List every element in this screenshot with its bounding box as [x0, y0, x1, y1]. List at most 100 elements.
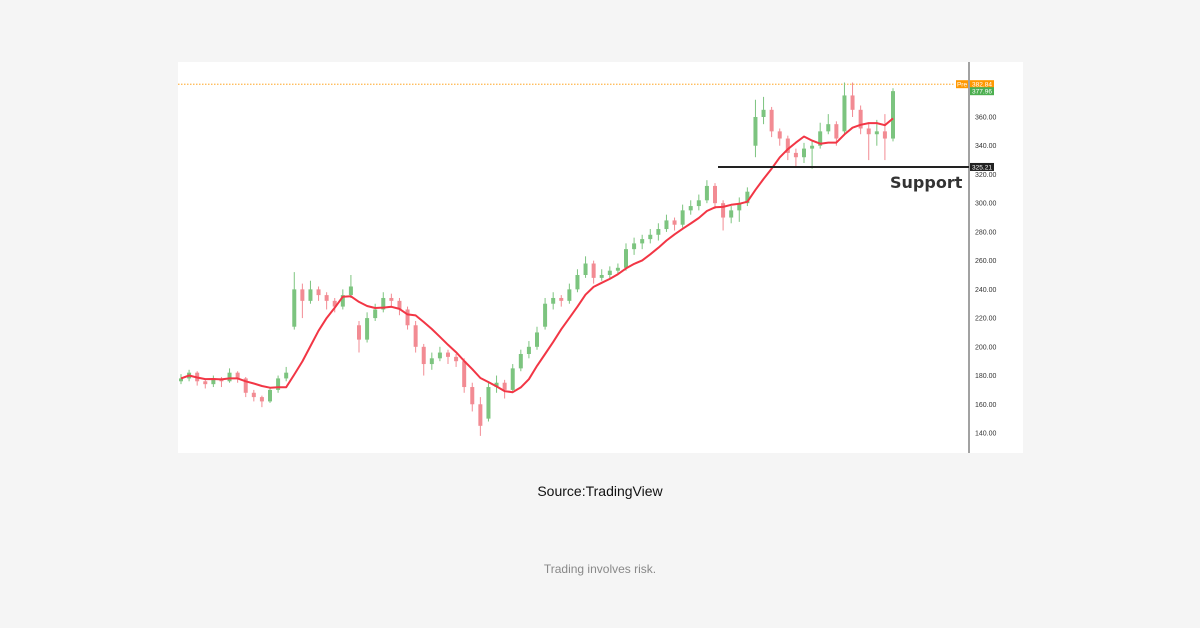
candle-body — [259, 397, 264, 402]
candle-body — [332, 300, 337, 307]
premarket-tag: Pre — [957, 82, 968, 89]
candle-body — [251, 392, 256, 398]
candle-body — [850, 95, 855, 110]
candle-body — [567, 289, 572, 301]
candle-body — [696, 200, 701, 207]
candle-body — [243, 378, 248, 393]
candle-body — [866, 128, 871, 135]
premarket-price-label-bg — [970, 80, 994, 89]
candle-body — [882, 131, 887, 139]
candle-body — [535, 332, 539, 347]
candle-body — [664, 220, 669, 230]
support-price-label-bg — [970, 162, 994, 171]
candle-body — [640, 239, 645, 244]
candle-body — [721, 203, 726, 218]
candle-body — [276, 378, 281, 390]
candle-body — [793, 152, 798, 158]
candle-body — [826, 124, 831, 132]
candle-body — [179, 378, 183, 382]
candle-body — [446, 352, 450, 357]
candle-body — [357, 325, 361, 340]
support-label: Support — [890, 173, 963, 192]
candle-body — [704, 185, 709, 201]
premarket-price-label: 382.84 — [972, 82, 992, 89]
candle-body — [874, 131, 879, 135]
candle-body — [292, 289, 297, 327]
candle-body — [462, 361, 467, 388]
y-tick-label: 220.00 — [975, 316, 997, 323]
candle-body — [526, 346, 531, 354]
candle-body — [753, 116, 758, 146]
chart-panel: 140.00 160.00 180.00 200.00 220.00 240.00 260.… — [178, 62, 1023, 453]
candle-body — [300, 289, 305, 301]
candle-body — [810, 145, 815, 149]
candle-body — [858, 109, 863, 129]
candle-body — [818, 131, 823, 146]
candle-body — [745, 191, 750, 204]
candle-body — [510, 368, 515, 390]
candle-body — [203, 381, 208, 385]
candle-body — [227, 372, 232, 382]
candlestick-chart: 140.00 160.00 180.00 200.00 220.00 240.00 260.… — [178, 62, 997, 453]
y-tick-label: 360.00 — [975, 114, 997, 121]
candle-body — [656, 229, 661, 235]
candle-body — [591, 263, 596, 278]
candle-body — [842, 95, 847, 132]
candle-body — [543, 303, 548, 327]
candle-body — [437, 352, 442, 359]
candle-body — [769, 109, 774, 132]
candle-body — [688, 206, 693, 211]
candle-body — [834, 124, 839, 139]
y-tick-label: 200.00 — [975, 344, 997, 351]
last-price-label: 377.96 — [972, 89, 992, 96]
candle-body — [397, 300, 402, 310]
candle-body — [680, 210, 685, 225]
risk-disclaimer: Trading involves risk. — [543, 562, 657, 576]
candle-body — [316, 289, 321, 296]
y-tick-label: 260.00 — [975, 258, 997, 265]
candle-body — [478, 404, 483, 426]
candle-body — [551, 297, 556, 304]
candle-body — [405, 309, 410, 326]
candle-body — [891, 91, 895, 139]
y-tick-label: 320.00 — [975, 172, 997, 179]
candle-body — [348, 286, 353, 296]
candle-body — [470, 387, 475, 405]
candle-body — [559, 297, 564, 301]
candle-body — [518, 353, 523, 369]
candle-body — [235, 372, 240, 379]
candle-body — [632, 243, 637, 250]
candle-body — [713, 185, 717, 204]
last-price-label-bg — [970, 87, 994, 96]
premarket-tag-bg — [956, 80, 968, 89]
candle-body — [308, 289, 313, 301]
y-tick-label: 300.00 — [975, 201, 997, 208]
candle-body — [615, 267, 620, 271]
y-tick-label: 160.00 — [975, 402, 997, 409]
candle-body — [389, 297, 394, 301]
candle-body — [583, 263, 588, 275]
candle-body — [802, 148, 806, 158]
candle-body — [737, 203, 742, 211]
candle-body — [365, 318, 370, 340]
candle-body — [648, 234, 653, 240]
candle-body — [486, 387, 491, 419]
support-price-label: 325.21 — [972, 164, 992, 171]
candle-body — [575, 274, 580, 290]
y-tick-label: 280.00 — [975, 229, 997, 236]
candle-body — [284, 372, 289, 379]
candle-body — [672, 220, 677, 225]
candle-body — [494, 382, 499, 388]
candle-body — [324, 295, 329, 301]
y-tick-label: 240.00 — [975, 287, 997, 294]
y-tick-label: 180.00 — [975, 373, 997, 380]
candle-body — [777, 131, 782, 139]
candle-body — [502, 382, 507, 390]
candle-body — [373, 309, 378, 319]
candle-body — [785, 138, 790, 153]
y-tick-label: 140.00 — [975, 431, 997, 438]
candle-body — [413, 325, 418, 347]
candle-body — [729, 210, 734, 218]
moving-average-line — [180, 117, 894, 394]
candle-body — [454, 356, 459, 362]
